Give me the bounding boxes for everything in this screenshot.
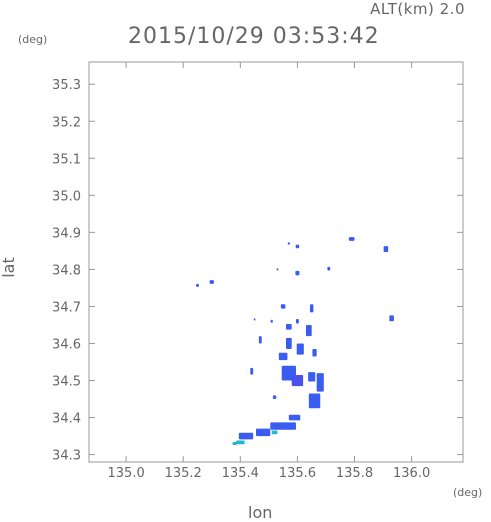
- echo-cell: [308, 393, 321, 409]
- y-tick-label: 35.0: [52, 189, 81, 204]
- echo-cell: [312, 349, 317, 357]
- echo-cell: [327, 266, 331, 271]
- echo-cell: [383, 246, 389, 252]
- echo-cell: [308, 372, 316, 382]
- x-tick-label: 135.0: [108, 466, 145, 481]
- echo-cell: [236, 440, 245, 445]
- echo-cell: [196, 283, 199, 287]
- echo-cell: [285, 324, 292, 330]
- echo-cell: [348, 237, 355, 241]
- x-axis-label: lon: [248, 503, 273, 522]
- echo-cell: [291, 374, 304, 387]
- echo-cell: [295, 270, 300, 276]
- y-tick-label: 34.3: [52, 449, 81, 464]
- echo-cell: [296, 343, 304, 355]
- echo-cell: [295, 244, 300, 249]
- echo-cell: [305, 324, 312, 337]
- echo-cell: [232, 442, 237, 445]
- echo-cell: [256, 428, 271, 437]
- y-tick-label: 34.5: [52, 375, 81, 390]
- echo-cell: [316, 373, 324, 392]
- x-tick-label: 135.6: [279, 466, 316, 481]
- ticks-layer: 135.0 135.2 135.4 135.6 135.8 136.0 34.3 34.4 34…: [52, 62, 463, 481]
- echo-cell: [253, 318, 256, 321]
- x-tick-label: 135.2: [165, 466, 202, 481]
- echo-cell: [309, 304, 314, 313]
- x-unit-label: (deg): [453, 486, 483, 499]
- echo-cell: [272, 395, 277, 400]
- echo-cell: [271, 430, 278, 435]
- echo-cell: [250, 367, 254, 375]
- timestamp-title: 2015/10/29 03:53:42: [128, 24, 380, 49]
- y-tick-label: 35.1: [52, 152, 81, 167]
- echo-cell: [389, 315, 394, 322]
- echo-cell: [285, 337, 292, 350]
- y-unit-label: (deg): [18, 33, 48, 46]
- y-tick-label: 35.3: [52, 78, 81, 93]
- y-tick-label: 34.8: [52, 263, 81, 278]
- echo-cell: [280, 304, 286, 309]
- x-tick-label: 135.4: [222, 466, 259, 481]
- x-tick-label: 135.8: [336, 466, 373, 481]
- y-tick-label: 34.4: [52, 412, 81, 427]
- altitude-label: ALT(km) 2.0: [370, 0, 465, 18]
- x-tick-label: 136.0: [393, 466, 430, 481]
- echo-cell: [278, 352, 288, 361]
- echo-cell: [258, 336, 262, 344]
- echo-cell: [209, 280, 214, 284]
- echo-cell: [295, 319, 299, 324]
- echo-cell: [238, 432, 254, 440]
- echo-cell: [287, 242, 290, 245]
- echo-cells-layer: [196, 237, 394, 445]
- plot-frame: [88, 61, 464, 463]
- echo-cell: [270, 422, 296, 430]
- echo-cell: [288, 414, 301, 421]
- y-tick-label: 34.6: [52, 337, 81, 352]
- y-tick-label: 34.7: [52, 300, 81, 315]
- y-tick-label: 34.9: [52, 226, 81, 241]
- y-tick-label: 35.2: [52, 115, 81, 130]
- echo-cell: [270, 319, 273, 323]
- echo-cell: [276, 268, 279, 271]
